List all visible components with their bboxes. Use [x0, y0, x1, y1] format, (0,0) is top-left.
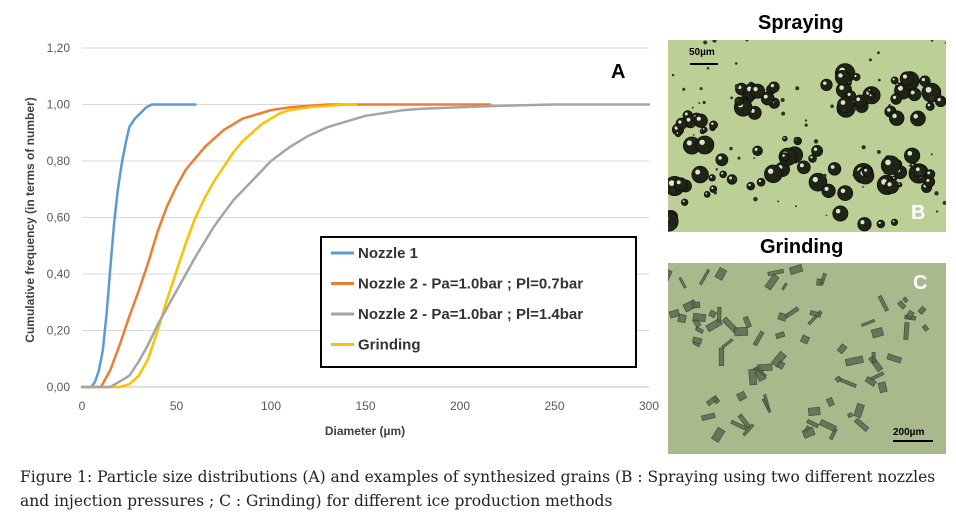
y-tick-label: 0,00 [47, 380, 71, 394]
legend-box [320, 236, 637, 368]
x-tick-label: 250 [544, 399, 564, 413]
spraying-photo [668, 40, 946, 232]
series-line-3 [80, 103, 651, 389]
spraying-scale-bar [690, 63, 718, 65]
legend-label: Nozzle 1 [358, 245, 418, 262]
cumulative-distribution-chart: 0,00 0,20 0,40 0,60 0,80 1,00 1,20 0 50 100 150 20… [23, 41, 660, 438]
legend-label: Grinding [358, 337, 421, 354]
y-tick-label: 0,40 [47, 267, 71, 281]
series-line-4 [80, 103, 358, 389]
y-axis-label: Cumulative frequency (in terms of number… [23, 97, 37, 342]
y-tick-label: 0,20 [47, 324, 71, 338]
grinding-scale-bar [893, 440, 933, 442]
x-tick-label: 50 [170, 399, 184, 413]
y-tick-label: 0,80 [47, 154, 71, 168]
figure-caption: Figure 1: Particle size distributions (A… [20, 468, 936, 510]
y-tick-label: 1,00 [47, 98, 71, 112]
y-tick-labels: 0,00 0,20 0,40 0,60 0,80 1,00 1,20 [47, 41, 71, 394]
x-tick-label: 150 [355, 399, 375, 413]
legend-label: Nozzle 2 - Pa=1.0bar ; Pl=0.7bar [358, 276, 583, 293]
grinding-title: Grinding [760, 236, 844, 258]
series-line-1 [80, 103, 197, 389]
spraying-scale-label: 50µm [689, 47, 715, 58]
grinding-micrograph [668, 263, 946, 454]
spraying-title: Spraying [758, 12, 844, 34]
x-axis-label: Diameter (µm) [325, 424, 405, 438]
y-tick-label: 0,60 [47, 211, 71, 225]
grinding-scale-label: 200µm [893, 427, 925, 438]
x-tick-labels: 0 50 100 150 200 250 300 [79, 399, 660, 413]
x-tick-label: 300 [639, 399, 659, 413]
panel-letter-c: C [913, 272, 928, 294]
legend-label: Nozzle 2 - Pa=1.0bar ; Pl=1.4bar [358, 306, 583, 323]
x-tick-label: 0 [79, 399, 86, 413]
x-tick-label: 200 [450, 399, 470, 413]
panel-letter-a: A [611, 61, 625, 83]
x-tick-label: 100 [261, 399, 281, 413]
spraying-micrograph [668, 40, 946, 232]
y-tick-label: 1,20 [47, 41, 71, 55]
chart-legend: Nozzle 1 Nozzle 2 - Pa=1.0bar ; Pl=0.7bar… [320, 236, 637, 368]
grinding-photo [668, 263, 946, 454]
panel-letter-b: B [911, 202, 926, 224]
chart-series-lines [80, 103, 651, 389]
